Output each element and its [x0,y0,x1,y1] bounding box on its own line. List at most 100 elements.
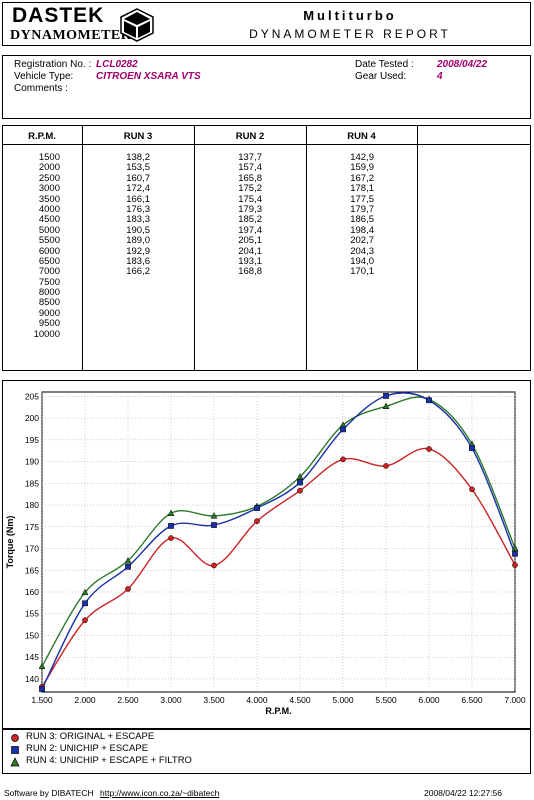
rpm-cell: 8500 [38,297,60,309]
data-point-circle [426,446,432,452]
run3-cell: 166,2 [126,266,150,278]
run3-cell: 183,3 [126,214,150,226]
rpm-cell: 9000 [38,307,60,319]
y-tick-label: 160 [25,587,39,597]
rpm-column: 1500 2000 2500 3000 3500 4000 4500 5000 5500 6000… [10,152,60,340]
x-tick-label: 1.500 [31,695,53,705]
data-point-square [297,479,303,486]
data-point-triangle [296,473,304,480]
run4-cell: 198,4 [350,224,374,236]
footer-url[interactable]: http://www.icon.co.za/~dibatech [100,788,220,798]
data-point-circle [297,487,303,494]
y-tick-label: 140 [25,674,39,684]
data-point-square [469,445,475,451]
header-run3: RUN 3 [123,131,153,142]
vehicle-label: Vehicle Type: [14,71,74,82]
run4-cell: 177,5 [350,193,374,205]
run3-cell: 176,3 [126,203,150,215]
x-tick-label: 4.000 [246,695,268,705]
table-header-divider [2,144,531,145]
run2-cell: 137,7 [238,152,262,163]
run3-cell: 172,4 [126,183,150,195]
run2-cell: 165,8 [238,172,262,184]
run3-cell: 166,1 [126,193,150,205]
date-label: Date Tested : [355,59,414,70]
legend-run2-square-icon [11,746,19,754]
rpm-cell: 5500 [38,235,60,247]
run4-cell: 178,1 [350,183,374,195]
data-point-circle [469,486,475,493]
data-point-square [168,523,174,529]
rpm-cell: 4500 [38,214,60,226]
logo-line1: DASTEK [12,4,105,27]
rpm-cell: 8000 [38,287,60,299]
run2-cell: 175,4 [238,193,262,205]
legend-run4: RUN 4: UNICHIP + ESCAPE + FILTRO [26,755,192,766]
run3-cell: 160,7 [126,172,150,184]
rpm-cell: 2500 [38,172,60,184]
data-point-circle [383,463,389,469]
run2-cell: 197,4 [238,224,262,236]
header-rpm: R.P.M. [28,131,56,142]
data-point-square [82,600,88,607]
x-tick-label: 2.500 [117,695,139,705]
footer-software: Software by DIBATECH [4,788,94,798]
run4-cell: 142,9 [350,152,374,163]
run2-cell: 179,3 [238,203,262,215]
x-tick-label: 6.500 [461,695,483,705]
run4-cell: 194,0 [350,255,374,267]
comments-label: Comments : [14,83,68,94]
report-title: Multiturbo [303,8,397,23]
legend-box [2,728,531,774]
data-point-square [125,563,131,570]
data-point-triangle [382,402,390,409]
y-tick-label: 170 [25,544,39,554]
run4-cell: 170,1 [350,266,374,278]
vehicle-value: CITROEN XSARA VTS [96,71,201,82]
data-point-triangle [38,662,46,669]
y-tick-label: 145 [25,652,39,662]
data-point-circle [82,617,88,624]
run4-cell: 167,2 [350,172,374,184]
series-line-square [41,392,516,690]
data-table [2,125,531,371]
run4-cell: 204,3 [350,245,374,257]
data-point-square [39,686,45,692]
logo-line2: DYNAMOMETERS [10,28,140,43]
run3-column: 138,2 153,5 160,7 172,4 166,1 176,3 183,3 190,5… [110,152,150,278]
run4-cell: 186,5 [350,214,374,226]
y-tick-label: 195 [25,435,39,445]
plot-area [41,391,516,693]
data-point-square [340,426,346,433]
y-tick-label: 155 [25,609,39,619]
y-tick-label: 180 [25,500,39,510]
y-tick-label: 175 [25,522,39,532]
gear-value: 4 [437,71,443,82]
rpm-cell: 7000 [38,266,60,278]
gear-label: Gear Used: [355,71,407,82]
rpm-cell: 3500 [38,193,60,205]
run4-cell: 159,9 [350,162,374,174]
torque-chart: 140 145 150 155 160 165 170 175 180 185 190 195 200 2… [5,391,526,716]
rpm-cell: 6000 [38,245,60,257]
legend-run4-triangle-icon [10,757,20,767]
rpm-cell: 9500 [38,318,60,330]
chart-box [2,380,531,730]
run3-cell: 190,5 [126,224,150,236]
x-tick-label: 2.000 [74,695,96,705]
data-point-circle [211,562,217,569]
data-point-circle [340,456,346,463]
data-point-square [512,550,518,557]
logo-icon [120,8,154,42]
run2-cell: 175,2 [238,183,262,195]
registration-label: Registration No. : [14,59,92,70]
footer-timestamp: 2008/04/22 12:27:56 [424,788,502,798]
series-line-circle [41,447,516,688]
run2-cell: 168,8 [238,266,262,278]
x-tick-label: 3.500 [203,695,225,705]
run2-cell: 157,4 [238,162,262,174]
data-point-triangle [81,588,89,596]
run4-column: 142,9 159,9 167,2 178,1 177,5 179,7 186,5 198,4… [334,152,374,278]
data-point-circle [512,562,518,568]
data-point-square [254,505,260,511]
